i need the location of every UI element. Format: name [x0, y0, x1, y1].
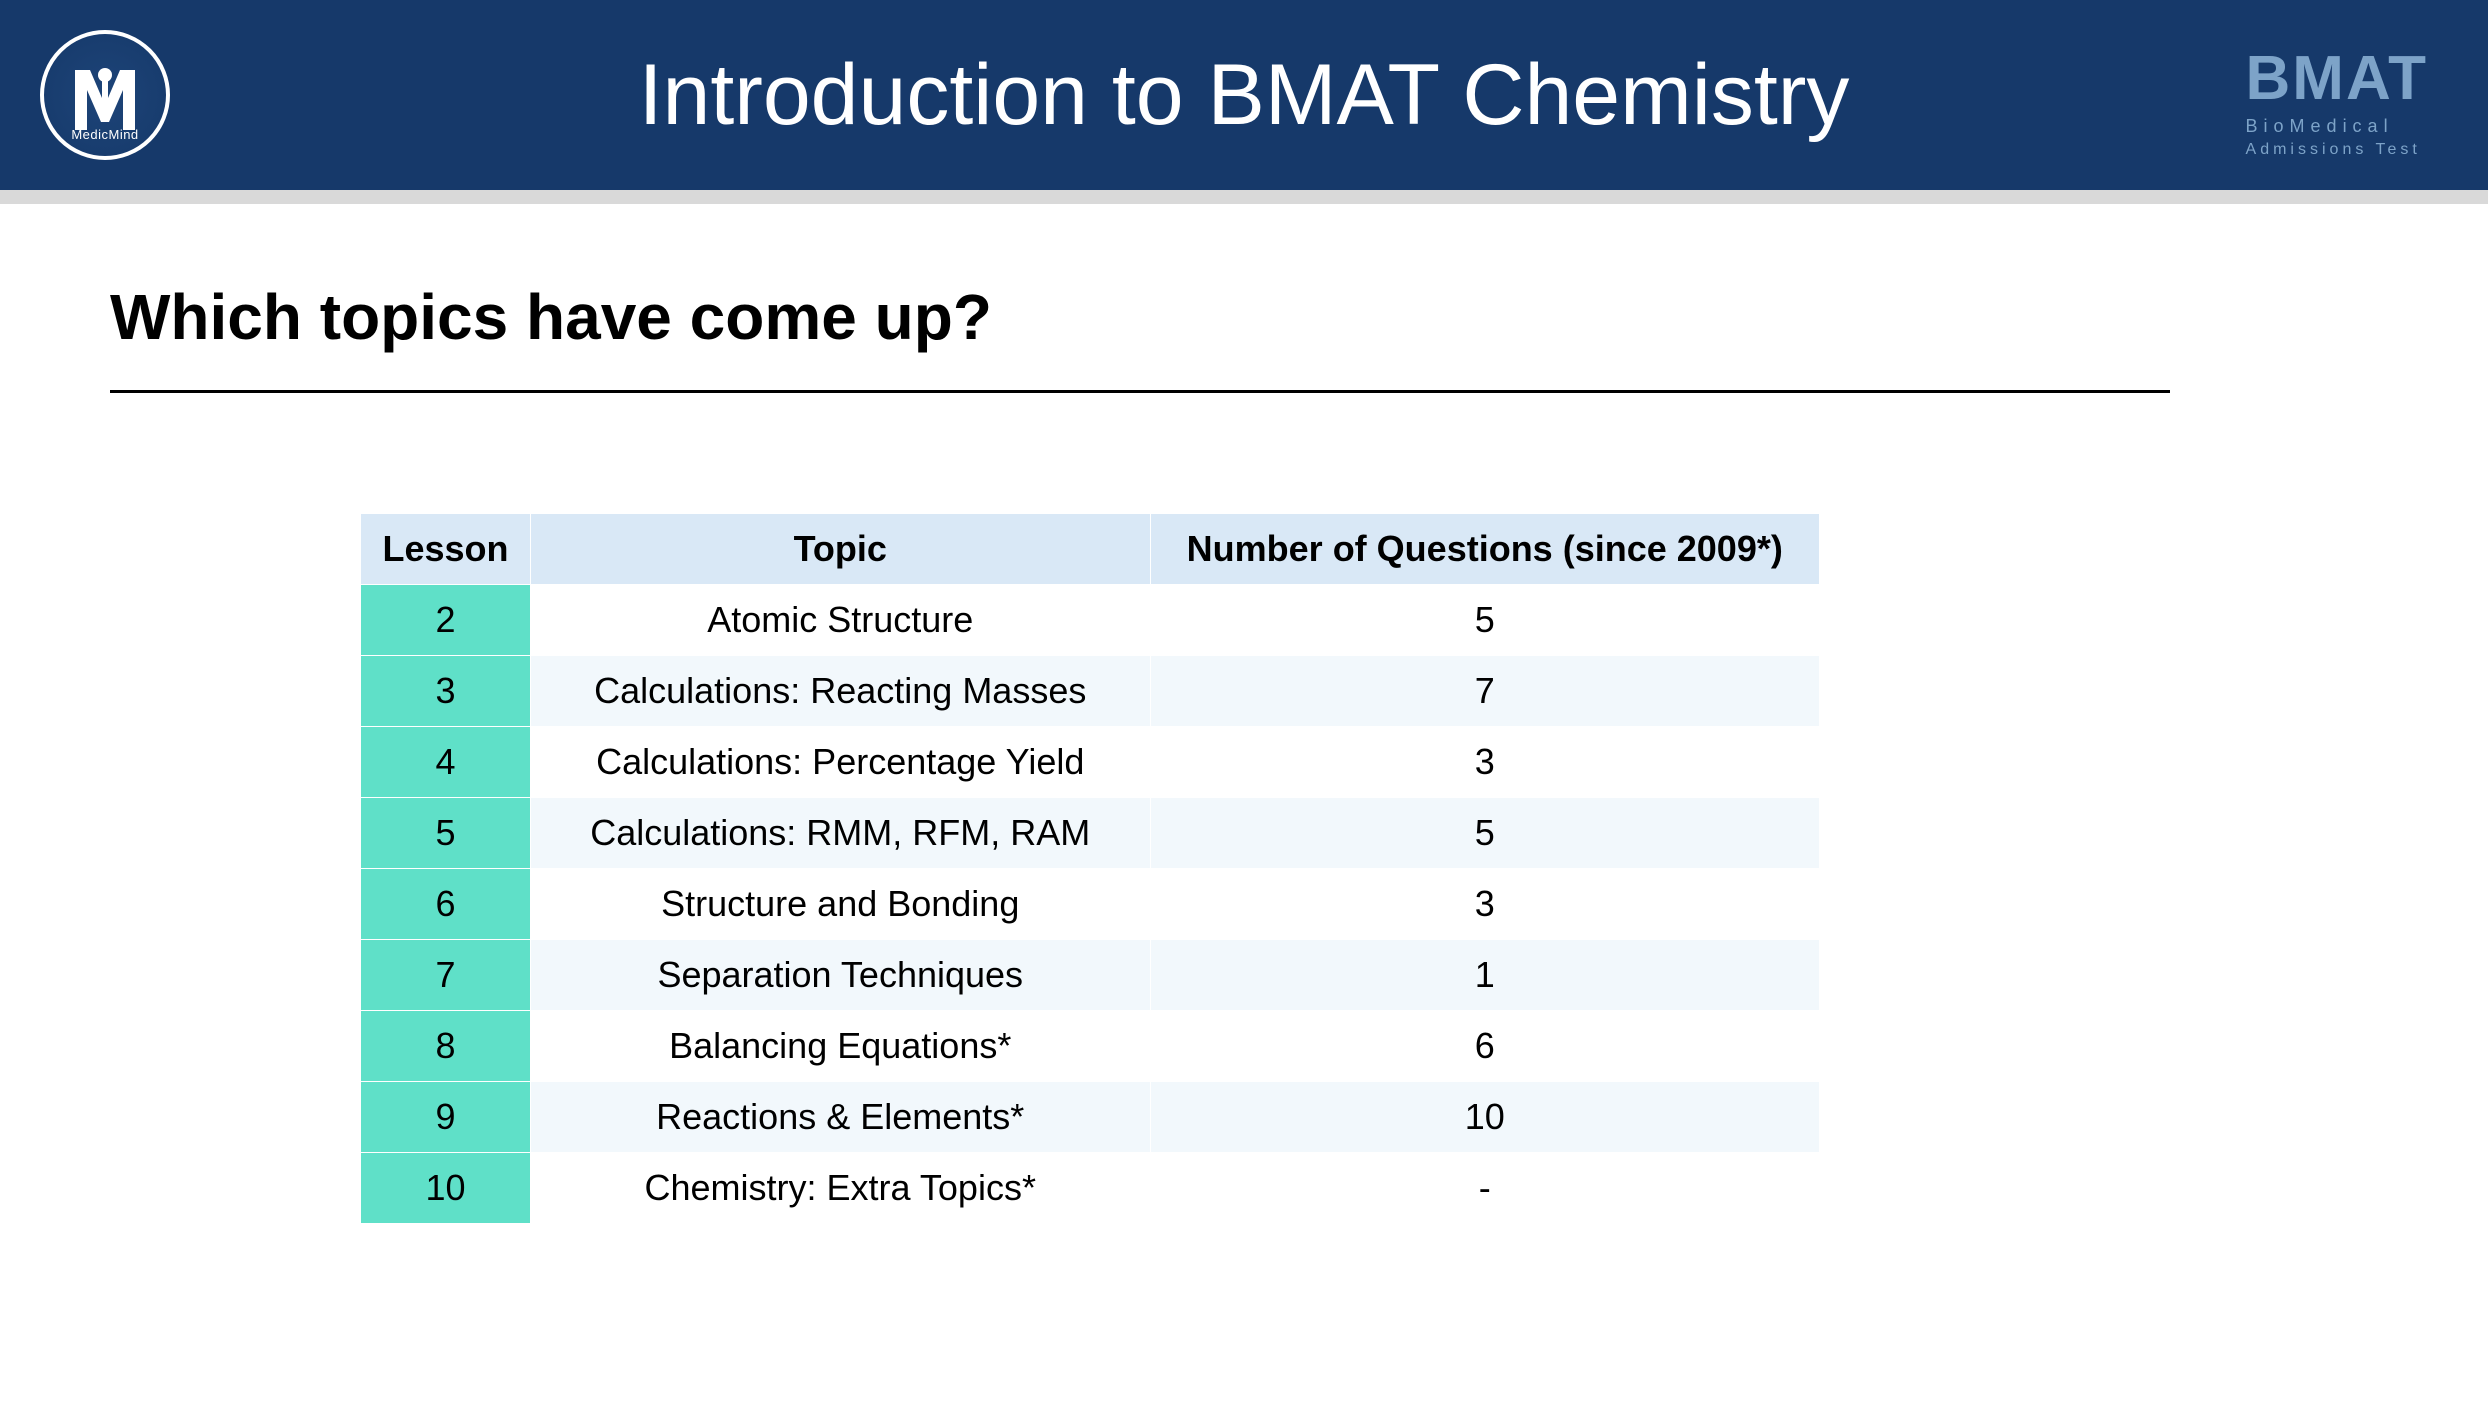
- section-heading: Which topics have come up?: [110, 280, 2378, 354]
- table-row: 4Calculations: Percentage Yield3: [361, 727, 1820, 798]
- topics-table: Lesson Topic Number of Questions (since …: [360, 513, 1820, 1224]
- cell-count: -: [1150, 1153, 1819, 1224]
- cell-count: 5: [1150, 798, 1819, 869]
- bmat-logo-line2: BioMedical: [2246, 116, 2428, 137]
- cell-lesson: 6: [361, 869, 531, 940]
- table-row: 2Atomic Structure5: [361, 585, 1820, 656]
- cell-lesson: 9: [361, 1082, 531, 1153]
- cell-topic: Separation Techniques: [530, 940, 1150, 1011]
- table-row: 10Chemistry: Extra Topics*-: [361, 1153, 1820, 1224]
- slide-content: Which topics have come up? Lesson Topic …: [0, 190, 2488, 1224]
- cell-topic: Atomic Structure: [530, 585, 1150, 656]
- heading-underline: [110, 390, 2170, 393]
- cell-count: 3: [1150, 869, 1819, 940]
- cell-topic: Calculations: Percentage Yield: [530, 727, 1150, 798]
- cell-lesson: 4: [361, 727, 531, 798]
- table-row: 8Balancing Equations*6: [361, 1011, 1820, 1082]
- cell-lesson: 8: [361, 1011, 531, 1082]
- bmat-logo: BMAT BioMedical Admissions Test: [2246, 48, 2428, 159]
- cell-count: 6: [1150, 1011, 1819, 1082]
- table-header-row: Lesson Topic Number of Questions (since …: [361, 514, 1820, 585]
- cell-topic: Calculations: Reacting Masses: [530, 656, 1150, 727]
- col-lesson: Lesson: [361, 514, 531, 585]
- cell-lesson: 10: [361, 1153, 531, 1224]
- cell-count: 7: [1150, 656, 1819, 727]
- table-row: 7Separation Techniques1: [361, 940, 1820, 1011]
- bmat-logo-line3: Admissions Test: [2246, 141, 2428, 159]
- table-row: 6Structure and Bonding3: [361, 869, 1820, 940]
- header-divider: [0, 190, 2488, 204]
- topics-table-wrap: Lesson Topic Number of Questions (since …: [360, 513, 1820, 1224]
- cell-count: 1: [1150, 940, 1819, 1011]
- cell-count: 3: [1150, 727, 1819, 798]
- cell-topic: Reactions & Elements*: [530, 1082, 1150, 1153]
- cell-lesson: 3: [361, 656, 531, 727]
- cell-topic: Structure and Bonding: [530, 869, 1150, 940]
- cell-lesson: 7: [361, 940, 531, 1011]
- slide-title: Introduction to BMAT Chemistry: [0, 46, 2488, 145]
- medicmind-logo: MedicMind: [40, 30, 170, 160]
- cell-count: 10: [1150, 1082, 1819, 1153]
- table-row: 9Reactions & Elements*10: [361, 1082, 1820, 1153]
- col-topic: Topic: [530, 514, 1150, 585]
- medicmind-logo-ring: MedicMind: [40, 30, 170, 160]
- cell-count: 5: [1150, 585, 1819, 656]
- medicmind-logo-label: MedicMind: [44, 127, 166, 142]
- cell-lesson: 2: [361, 585, 531, 656]
- col-count: Number of Questions (since 2009*): [1150, 514, 1819, 585]
- table-row: 3Calculations: Reacting Masses7: [361, 656, 1820, 727]
- table-row: 5Calculations: RMM, RFM, RAM5: [361, 798, 1820, 869]
- cell-topic: Calculations: RMM, RFM, RAM: [530, 798, 1150, 869]
- cell-topic: Balancing Equations*: [530, 1011, 1150, 1082]
- cell-lesson: 5: [361, 798, 531, 869]
- bmat-logo-main: BMAT: [2246, 48, 2428, 110]
- cell-topic: Chemistry: Extra Topics*: [530, 1153, 1150, 1224]
- slide-header: MedicMind Introduction to BMAT Chemistry…: [0, 0, 2488, 190]
